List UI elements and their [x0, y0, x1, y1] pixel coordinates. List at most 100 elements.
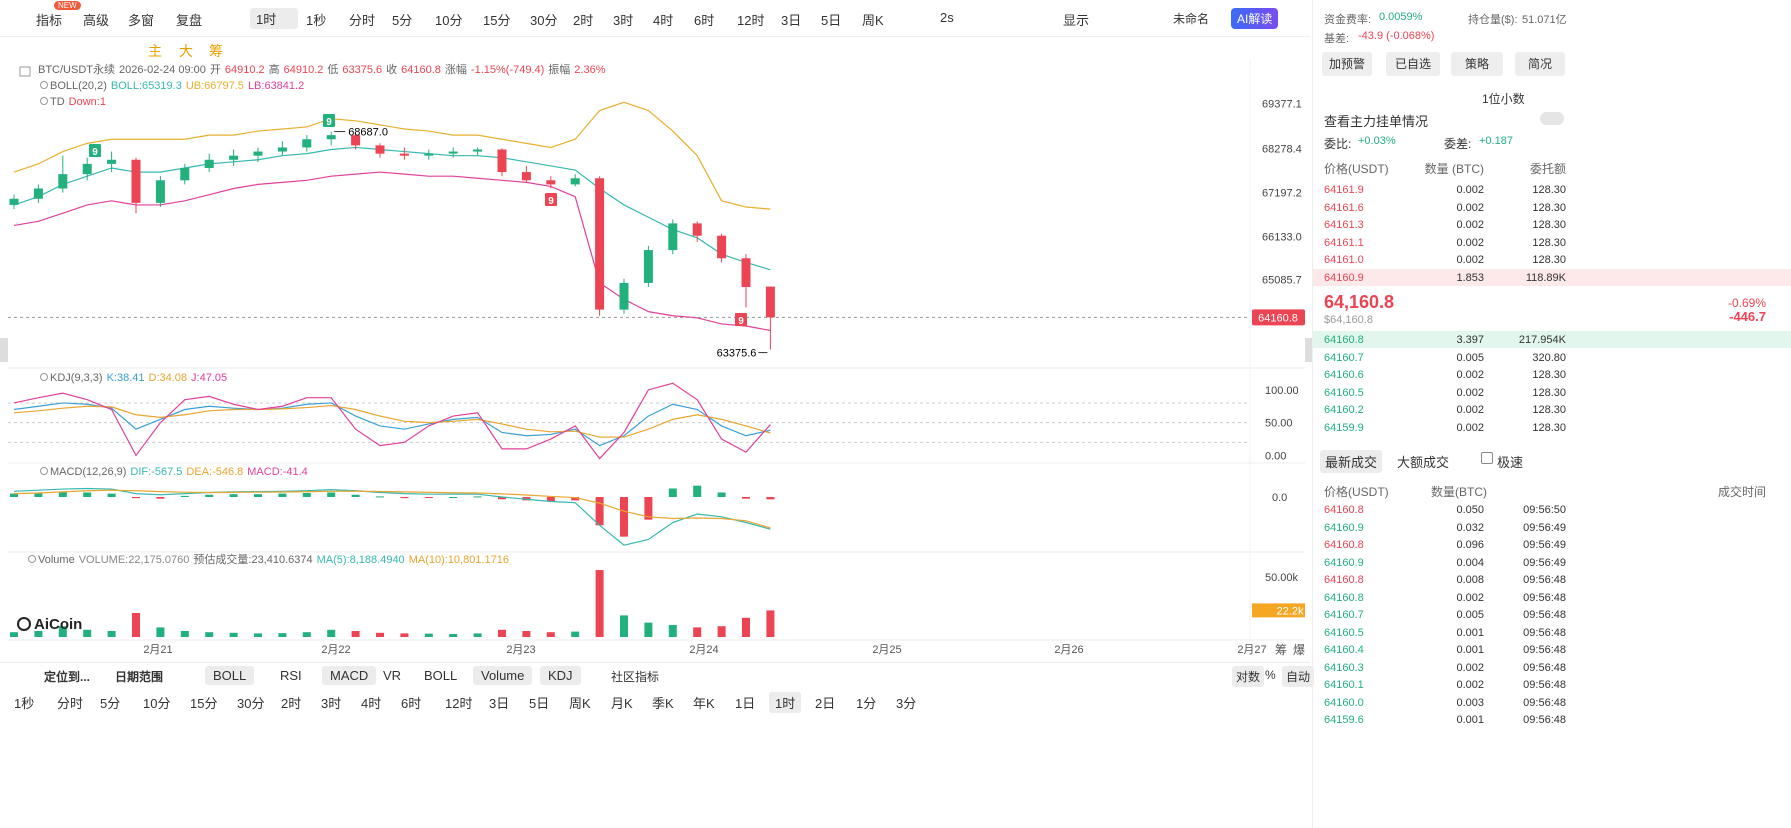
action-button[interactable]: 简况 — [1515, 52, 1565, 76]
period[interactable]: 1秒 — [306, 13, 327, 28]
overlay-toggle[interactable]: 主 — [148, 43, 162, 59]
candle-body — [546, 180, 556, 185]
period-bar-item[interactable]: 周K — [569, 696, 591, 711]
period[interactable]: 5日 — [821, 13, 842, 28]
period[interactable]: 分时 — [349, 13, 376, 28]
axis-option[interactable]: % — [1265, 668, 1276, 682]
volume-last-label: 22.2k — [1277, 605, 1304, 617]
period[interactable]: 2时 — [573, 13, 594, 28]
td-count: 9 — [738, 316, 744, 327]
logo — [17, 617, 31, 631]
bell-icon — [28, 555, 36, 563]
indicator[interactable]: KDJ — [540, 666, 581, 685]
axis-option[interactable]: 自动 — [1282, 666, 1315, 687]
period[interactable]: 12时 — [737, 13, 765, 28]
period-bar-item[interactable]: 分时 — [57, 696, 84, 711]
interval-select[interactable]: 1时 — [250, 8, 299, 29]
period-bar-item[interactable]: 年K — [693, 696, 715, 711]
period-bar-item[interactable]: 3分 — [896, 696, 917, 711]
period-bar-item[interactable]: 1分 — [856, 696, 877, 711]
macd-bar — [376, 496, 384, 498]
toolbar-item[interactable]: 多窗 — [128, 13, 155, 28]
axis-option[interactable]: 对数 — [1232, 666, 1265, 687]
locate[interactable]: 定位到... — [44, 670, 91, 684]
period-bar-item[interactable]: 10分 — [143, 696, 171, 711]
indicator[interactable]: MACD — [322, 666, 377, 685]
toolbar-right[interactable]: 2s — [940, 10, 954, 25]
indicator[interactable]: VR — [383, 668, 402, 683]
tab[interactable]: 极速 — [1497, 455, 1524, 470]
period-bar-item[interactable]: 3日 — [489, 696, 510, 711]
macd-bar — [400, 497, 409, 499]
tab[interactable]: 大额成交 — [1397, 455, 1450, 470]
precision[interactable]: 1位小数 — [1482, 92, 1525, 106]
toolbar-right[interactable]: 显示 — [1063, 13, 1090, 28]
period[interactable]: 10分 — [435, 13, 463, 28]
depth-link[interactable]: 查看主力挂单情况 — [1324, 114, 1429, 129]
period-bar-item[interactable]: 3时 — [321, 696, 342, 711]
macd-bar — [766, 497, 775, 500]
indicator[interactable]: BOLL — [205, 666, 255, 685]
col-header: 成交时间 — [1717, 485, 1766, 499]
indicator[interactable]: Volume — [473, 666, 533, 685]
toolbar-item[interactable]: 指标 — [36, 13, 63, 28]
td-count: 9 — [92, 147, 98, 158]
period[interactable]: 3时 — [613, 13, 634, 28]
period-bar-item[interactable]: 4时 — [361, 696, 382, 711]
label: 基差: — [1324, 33, 1350, 45]
period-bar-item[interactable]: 月K — [611, 696, 633, 711]
book-amount: 128.30 — [1532, 219, 1566, 231]
period-bar-item[interactable]: 15分 — [190, 696, 218, 711]
action-button[interactable]: 已自选 — [1386, 52, 1440, 76]
period[interactable]: 30分 — [530, 13, 558, 28]
tab-active[interactable]: 最新成交 — [1320, 450, 1383, 473]
trade-time: 09:56:48 — [1523, 696, 1566, 709]
toolbar-item[interactable]: 复盘 — [176, 13, 203, 28]
period[interactable]: 5分 — [392, 13, 413, 28]
period-bar-item[interactable]: 1秒 — [14, 696, 35, 711]
action-button[interactable]: 加预警 — [1322, 52, 1372, 76]
community[interactable]: 社区指标 — [611, 670, 660, 684]
period[interactable]: 3日 — [781, 13, 802, 28]
volume-bar — [620, 615, 628, 637]
trade-time: 09:56:49 — [1523, 539, 1566, 551]
period-bar-item[interactable]: 1日 — [735, 696, 756, 711]
toggle[interactable] — [1540, 112, 1564, 125]
period-bar-item[interactable]: 5日 — [529, 696, 550, 711]
trade-qty: 0.001 — [1456, 644, 1484, 656]
period-bar-item[interactable]: 30分 — [237, 696, 265, 711]
candle-body — [58, 174, 68, 189]
toolbar-right[interactable]: 未命名 — [1173, 12, 1210, 26]
volume-bar — [180, 631, 189, 637]
period-bar-item[interactable]: 5分 — [100, 696, 121, 711]
checkbox[interactable] — [1481, 452, 1493, 464]
period-bar-item[interactable]: 2时 — [281, 696, 302, 711]
legend-item: BOLL(20,2) — [50, 80, 107, 92]
indicator[interactable]: BOLL — [424, 668, 458, 683]
overlay-toggle[interactable]: 筹 — [209, 43, 223, 59]
right-handle — [1305, 338, 1312, 362]
period-bar-item[interactable]: 12时 — [445, 696, 473, 711]
date-range[interactable]: 日期范围 — [115, 670, 164, 684]
overlay-toggle[interactable]: 大 — [179, 43, 193, 59]
period-bar-item[interactable]: 1时 — [769, 692, 802, 713]
legend-item: 2.36% — [574, 64, 605, 76]
period[interactable]: 6时 — [694, 13, 715, 28]
indicator[interactable]: RSI — [280, 668, 302, 683]
book-amount: 320.80 — [1532, 351, 1566, 364]
action-button[interactable]: 策略 — [1451, 52, 1503, 76]
macd-bar — [254, 494, 262, 497]
trade-time: 09:56:48 — [1523, 591, 1566, 604]
ai-button[interactable]: AI解读 — [1231, 8, 1279, 29]
period[interactable]: 15分 — [483, 13, 511, 28]
toolbar-item[interactable]: 高级 — [83, 13, 110, 28]
period[interactable]: 4时 — [653, 13, 674, 28]
period-bar-item[interactable]: 季K — [652, 696, 674, 711]
period[interactable]: 周K — [862, 13, 884, 28]
volume-bar — [376, 632, 384, 637]
period-bar-item[interactable]: 2日 — [815, 696, 836, 711]
macd-bar — [351, 494, 360, 497]
low-label: 63375.6 — [717, 348, 757, 360]
period-bar-item[interactable]: 6时 — [401, 696, 422, 711]
